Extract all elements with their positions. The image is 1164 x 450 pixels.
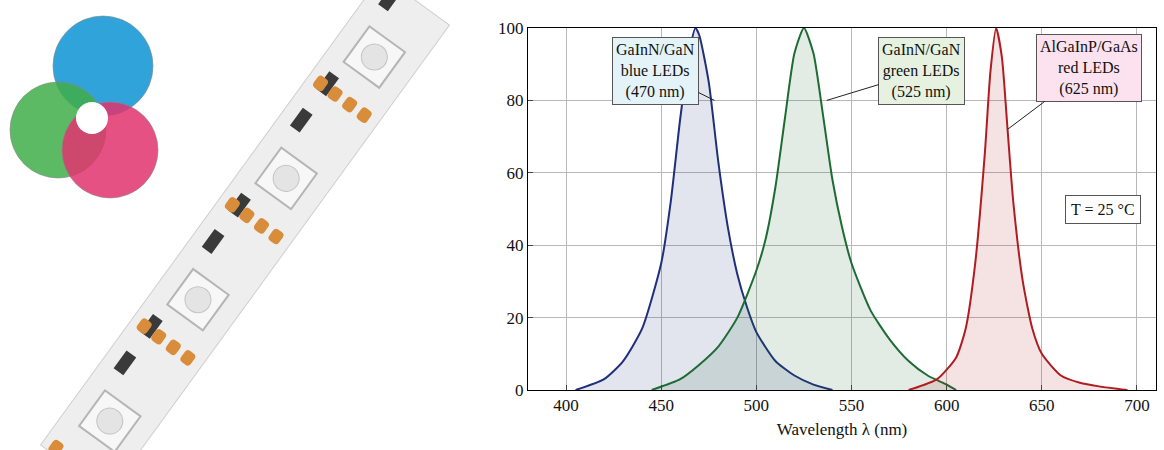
- svg-text:0: 0: [515, 381, 524, 400]
- svg-text:550: 550: [839, 396, 865, 415]
- svg-text:20: 20: [507, 309, 524, 328]
- svg-text:GaInN/GaNgreen LEDs(525 nm): GaInN/GaNgreen LEDs(525 nm): [882, 41, 961, 101]
- svg-text:60: 60: [507, 164, 524, 183]
- svg-text:600: 600: [934, 396, 960, 415]
- svg-text:Wavelength λ (nm): Wavelength λ (nm): [777, 420, 908, 439]
- svg-text:80: 80: [507, 91, 524, 110]
- svg-text:AlGaInP/GaAsred LEDs(625 nm): AlGaInP/GaAsred LEDs(625 nm): [1040, 38, 1138, 98]
- svg-text:500: 500: [744, 396, 770, 415]
- svg-text:700: 700: [1124, 396, 1150, 415]
- svg-text:450: 450: [648, 396, 674, 415]
- svg-text:T = 25 °C: T = 25 °C: [1071, 201, 1135, 218]
- svg-text:100: 100: [498, 19, 524, 38]
- svg-text:40: 40: [507, 236, 524, 255]
- svg-text:650: 650: [1029, 396, 1055, 415]
- svg-text:400: 400: [553, 396, 579, 415]
- svg-text:GaInN/GaNblue LEDs(470 nm): GaInN/GaNblue LEDs(470 nm): [616, 41, 695, 101]
